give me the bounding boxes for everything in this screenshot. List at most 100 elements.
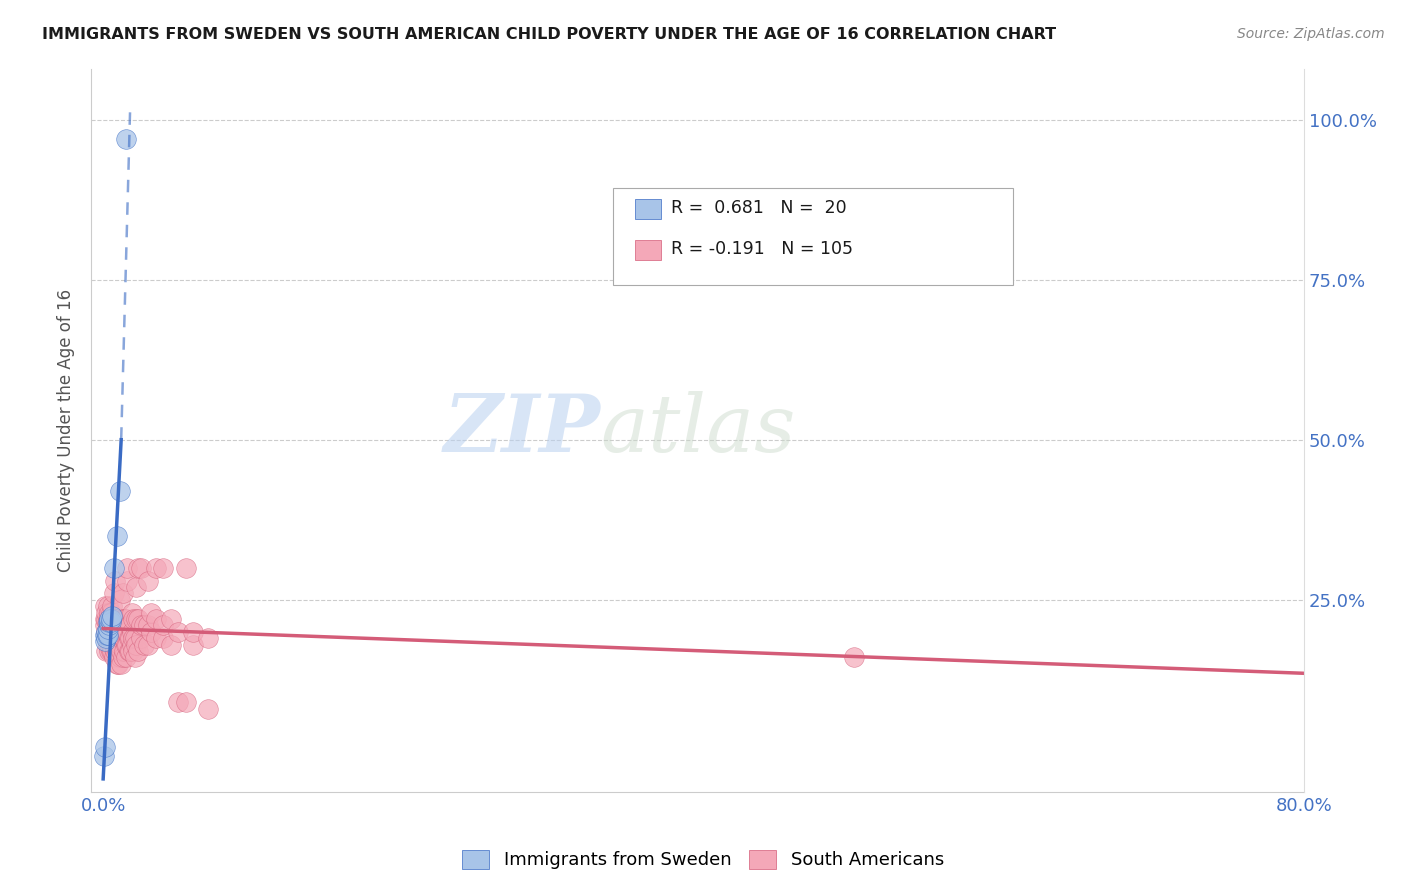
Point <box>127 612 149 626</box>
Point <box>136 638 159 652</box>
Point <box>98 615 121 629</box>
Point <box>97 622 120 636</box>
Text: atlas: atlas <box>600 392 796 469</box>
Point <box>98 618 121 632</box>
Point <box>98 618 121 632</box>
Point <box>101 612 124 626</box>
Point <box>145 631 167 645</box>
Point <box>118 644 141 658</box>
Point <box>114 650 136 665</box>
Point <box>105 618 128 632</box>
Point <box>141 624 163 639</box>
Point <box>145 612 167 626</box>
Point <box>108 650 131 665</box>
Point <box>127 560 149 574</box>
Point <box>124 631 146 645</box>
Point <box>100 624 122 639</box>
Point <box>108 638 131 652</box>
Point <box>101 608 124 623</box>
Point <box>101 631 124 645</box>
Point <box>115 638 138 652</box>
Point <box>118 618 141 632</box>
Point <box>105 657 128 671</box>
Point <box>114 638 136 652</box>
Point <box>121 624 143 639</box>
Point <box>121 638 143 652</box>
Point <box>97 599 120 613</box>
Point <box>127 644 149 658</box>
Point <box>100 644 122 658</box>
Point <box>152 631 174 645</box>
Point <box>104 574 127 588</box>
Point <box>96 628 118 642</box>
Point <box>96 606 118 620</box>
Point <box>132 638 155 652</box>
Point <box>104 631 127 645</box>
Point <box>136 618 159 632</box>
Point <box>103 586 125 600</box>
Point <box>167 695 190 709</box>
Point <box>103 560 125 574</box>
Point <box>145 560 167 574</box>
Point <box>100 615 122 629</box>
Point <box>108 624 131 639</box>
Legend: Immigrants from Sweden, South Americans: Immigrants from Sweden, South Americans <box>453 841 953 879</box>
Point <box>104 612 127 626</box>
Point <box>107 644 129 658</box>
Text: R =  0.681   N =  20: R = 0.681 N = 20 <box>671 199 846 217</box>
Point <box>141 606 163 620</box>
Text: R = -0.191   N = 105: R = -0.191 N = 105 <box>671 240 853 259</box>
Point <box>111 650 134 665</box>
Point <box>107 631 129 645</box>
Point <box>93 612 115 626</box>
Point <box>108 592 131 607</box>
Point <box>174 560 197 574</box>
Point <box>115 560 138 574</box>
Point <box>93 634 115 648</box>
Point <box>120 618 142 632</box>
Point <box>159 612 181 626</box>
Point <box>97 612 120 626</box>
Point <box>112 631 135 645</box>
Point <box>93 739 115 754</box>
Point <box>105 631 128 645</box>
Point <box>842 650 865 665</box>
Text: IMMIGRANTS FROM SWEDEN VS SOUTH AMERICAN CHILD POVERTY UNDER THE AGE OF 16 CORRE: IMMIGRANTS FROM SWEDEN VS SOUTH AMERICAN… <box>42 27 1056 42</box>
Point <box>98 631 121 645</box>
Point <box>98 644 121 658</box>
Point <box>96 644 118 658</box>
Point <box>115 574 138 588</box>
Point <box>107 657 129 671</box>
Point <box>181 624 204 639</box>
Point <box>125 612 148 626</box>
Point <box>97 631 120 645</box>
Point <box>104 644 127 658</box>
Point <box>110 631 132 645</box>
Point <box>120 631 142 645</box>
Point <box>132 618 155 632</box>
Point <box>98 606 121 620</box>
Point <box>114 624 136 639</box>
Point <box>125 580 148 594</box>
Point <box>152 618 174 632</box>
Point <box>100 618 122 632</box>
Point <box>136 574 159 588</box>
Point <box>167 624 190 639</box>
Point <box>174 695 197 709</box>
Point <box>122 644 145 658</box>
Point <box>129 560 152 574</box>
FancyBboxPatch shape <box>634 240 661 260</box>
Point <box>111 631 134 645</box>
Point <box>100 638 122 652</box>
Point <box>112 644 135 658</box>
Point <box>97 628 120 642</box>
Point <box>152 560 174 574</box>
Point <box>197 701 219 715</box>
Point <box>94 628 117 642</box>
Point <box>98 612 121 626</box>
Point <box>93 599 115 613</box>
Point <box>159 638 181 652</box>
Point <box>96 612 118 626</box>
Point <box>100 606 122 620</box>
Text: Source: ZipAtlas.com: Source: ZipAtlas.com <box>1237 27 1385 41</box>
